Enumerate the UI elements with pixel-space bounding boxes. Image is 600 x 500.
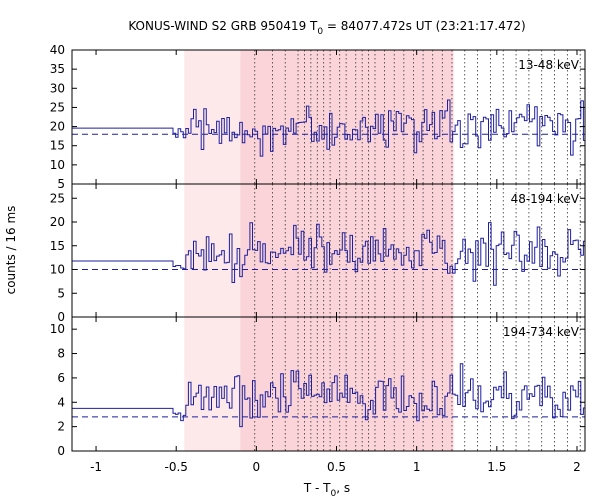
y-tick-label: 20: [50, 215, 65, 229]
chart-title: KONUS-WIND S2 GRB 950419 T0 = 84077.472s…: [128, 19, 525, 37]
x-tick-label: 0.5: [327, 460, 346, 474]
y-tick-label: 30: [50, 81, 65, 95]
y-axis-label: counts / 16 ms: [4, 206, 18, 295]
light-shade-band: [184, 50, 241, 184]
panel-3: 0 2 4 6 8 10 194-734 keV: [50, 316, 586, 458]
y-tick-label: 25: [50, 191, 65, 205]
panel-1: 5 10 15 20 25 30 35 40 13-48 keV: [50, 43, 586, 191]
panel-2: 0 5 10 15 20 25 48-194 keV: [50, 183, 586, 324]
y-tick-label: 6: [57, 371, 65, 385]
y-tick-label: 0: [57, 310, 65, 324]
y-tick-label: 0: [57, 444, 65, 458]
y-tick-label: 10: [50, 158, 65, 172]
energy-band-label: 48-194 keV: [511, 192, 580, 206]
dark-shade-band: [240, 50, 454, 184]
y-tick-label: 5: [57, 286, 65, 300]
light-shade-band: [184, 317, 241, 451]
y-tick-label: 5: [57, 177, 65, 191]
light-curve: [72, 99, 585, 157]
y-tick-label: 25: [50, 100, 65, 114]
light-curve: [72, 222, 585, 286]
y-tick-label: 2: [57, 420, 65, 434]
y-tick-label: 10: [50, 263, 65, 277]
x-tick-label: -0.5: [164, 460, 187, 474]
light-curve: [72, 363, 585, 428]
y-tick-label: 4: [57, 395, 65, 409]
panel-frame: [71, 316, 586, 452]
y-tick-label: 8: [57, 347, 65, 361]
x-tick-label: -1: [90, 460, 102, 474]
energy-band-label: 13-48 keV: [518, 58, 580, 72]
y-tick-label: 20: [50, 120, 65, 134]
y-tick-label: 40: [50, 43, 65, 57]
y-tick-label: 15: [50, 239, 65, 253]
x-tick-label: 1.5: [487, 460, 506, 474]
y-tick-label: 35: [50, 62, 65, 76]
y-tick-label: 15: [50, 139, 65, 153]
energy-band-label: 194-734 keV: [503, 325, 580, 339]
x-tick-label: 1: [413, 460, 421, 474]
y-tick-label: 10: [50, 322, 65, 336]
x-axis-label: T - T0, s: [303, 481, 350, 499]
x-tick-label: 2: [573, 460, 581, 474]
x-tick-label: 0: [253, 460, 261, 474]
